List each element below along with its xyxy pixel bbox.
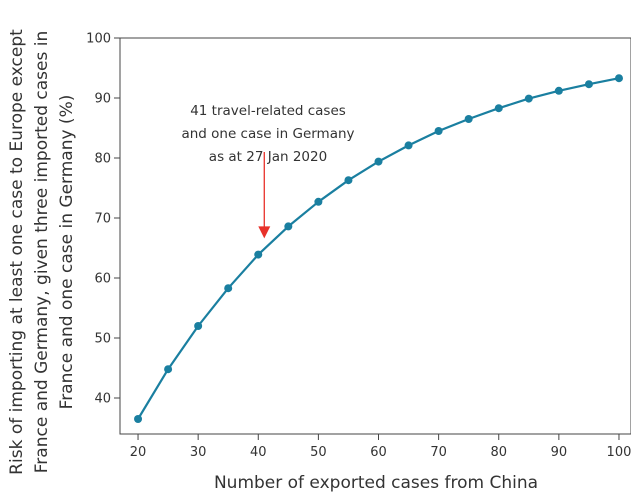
data-point <box>314 197 323 206</box>
data-point <box>374 157 383 166</box>
y-axis-ticks: 40 50 60 70 80 90 100 <box>86 32 120 407</box>
x-tick-label: 20 <box>130 445 147 460</box>
data-point <box>224 284 233 293</box>
data-point <box>464 115 473 123</box>
data-point <box>554 86 563 95</box>
y-axis-title-line-3: France and one case in Germany (%) <box>57 95 77 410</box>
data-point <box>194 322 203 330</box>
y-tick-label: 40 <box>94 392 111 407</box>
x-tick-label: 70 <box>430 445 447 460</box>
y-tick-label: 90 <box>94 92 111 107</box>
x-tick-label: 60 <box>370 445 387 460</box>
data-point <box>344 176 353 185</box>
y-axis-title-line-2: France and Germany, given three imported… <box>32 31 52 473</box>
y-axis-title-line-1: Risk of importing at least one case to E… <box>7 29 27 475</box>
x-axis-title: Number of exported cases from China <box>214 473 538 493</box>
y-axis-title: Risk of importing at least one case to E… <box>7 29 77 475</box>
x-tick-label: 90 <box>551 445 568 460</box>
data-point <box>524 94 533 103</box>
data-point <box>164 365 173 374</box>
annotation-line-1: 41 travel-related cases <box>190 103 346 119</box>
annotation: 41 travel-related cases and one case in … <box>181 103 354 165</box>
x-axis-ticks: 20 30 40 50 60 70 80 90 100 <box>130 434 631 460</box>
x-tick-label: 50 <box>310 445 327 460</box>
data-point <box>254 250 263 259</box>
y-tick-label: 70 <box>94 212 111 227</box>
data-point <box>584 80 593 89</box>
y-tick-label: 100 <box>86 32 111 47</box>
x-tick-label: 100 <box>607 445 631 460</box>
x-tick-label: 30 <box>190 445 207 460</box>
arrow-head <box>258 226 271 239</box>
x-tick-label: 40 <box>250 445 267 460</box>
annotation-arrow <box>258 152 271 239</box>
data-point <box>494 104 503 113</box>
data-point <box>434 127 443 135</box>
y-tick-label: 60 <box>94 272 111 287</box>
data-point <box>614 74 623 83</box>
data-point <box>404 141 413 150</box>
y-tick-label: 50 <box>94 332 111 347</box>
data-point <box>134 415 143 423</box>
y-tick-label: 80 <box>94 152 111 167</box>
data-series <box>134 74 623 423</box>
annotation-line-2: and one case in Germany <box>181 126 354 142</box>
x-tick-label: 80 <box>490 445 507 460</box>
plot-frame <box>119 37 631 435</box>
annotation-line-3: as at 27 Jan 2020 <box>209 149 327 165</box>
data-point <box>284 222 293 231</box>
